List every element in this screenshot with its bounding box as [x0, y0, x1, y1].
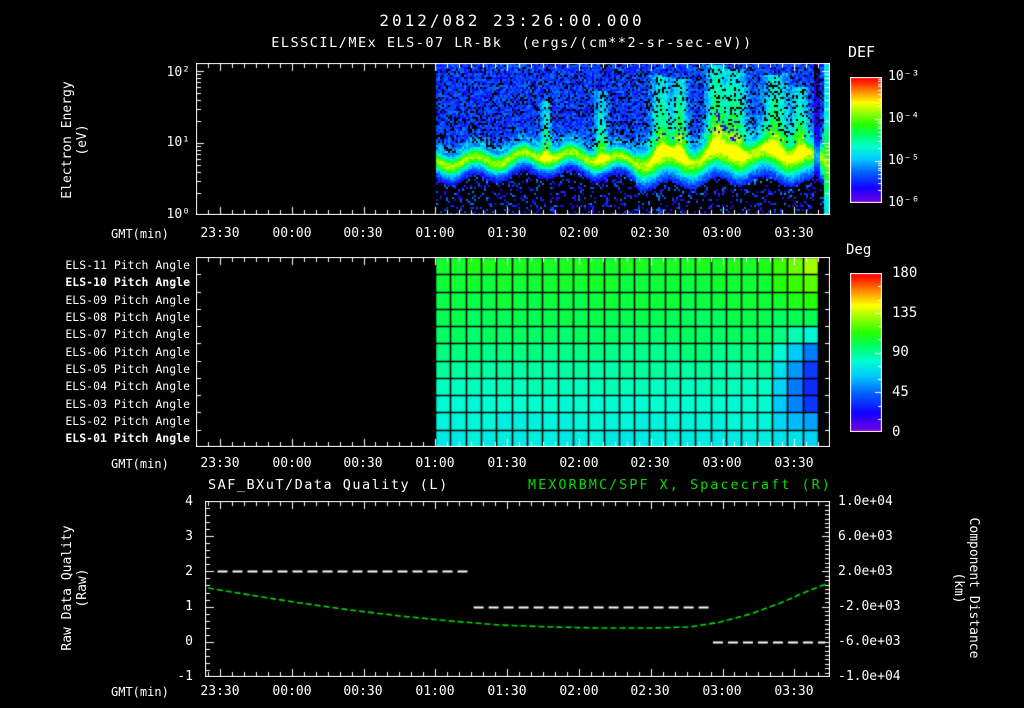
x-tick-label: 01:00 — [415, 684, 455, 699]
row-label-els-09: ELS-09 Pitch Angle — [65, 293, 190, 307]
bottom-right-y-axis-title: Component Distance (km) — [951, 488, 981, 688]
x-tick-label: 03:30 — [774, 684, 814, 699]
row-label-els-04: ELS-04 Pitch Angle — [65, 379, 190, 393]
row-label-els-08: ELS-08 Pitch Angle — [65, 310, 190, 324]
x-tick-label: 01:30 — [487, 456, 527, 471]
quality-tick-1: 1 — [185, 599, 193, 614]
x-tick-label: 00:30 — [343, 684, 383, 699]
x-tick-label: 00:30 — [343, 456, 383, 471]
distance-tick-m1e4: -1.0e+04 — [838, 669, 901, 684]
bottom-right-title: MEXORBMC/SPF X, Spacecraft (R) — [528, 477, 832, 493]
y-axis-title-line1: Component Distance — [966, 517, 981, 659]
plot-title: ELSSCIL/MEx ELS-07 LR-Bk (ergs/(cm**2-sr… — [271, 35, 753, 51]
def-tick-1e-3: 10⁻³ — [888, 69, 920, 84]
row-label-els-05: ELS-05 Pitch Angle — [65, 362, 190, 376]
y-axis-title-line1: Raw Data Quality — [60, 525, 75, 651]
x-tick-label: 00:30 — [343, 226, 383, 241]
x-tick-label: 00:00 — [272, 684, 312, 699]
deg-colorbar-canvas — [850, 273, 882, 432]
x-tick-label: 02:00 — [559, 226, 599, 241]
x-tick-label: 23:30 — [200, 456, 240, 471]
def-tick-1e-6: 10⁻⁶ — [888, 195, 920, 210]
energy-tick-100ev: 10² — [166, 65, 190, 80]
quality-tick-2: 2 — [185, 564, 193, 579]
quality-tick-3: 3 — [185, 529, 193, 544]
row-label-els-10: ELS-10 Pitch Angle — [65, 275, 190, 289]
distance-tick-1e4: 1.0e+04 — [838, 494, 893, 509]
deg-tick-180: 180 — [892, 265, 918, 281]
bottom-left-title: SAF_BXuT/Data Quality (L) — [208, 477, 449, 493]
x-tick-label: 03:00 — [702, 684, 742, 699]
x-tick-label: 03:00 — [702, 456, 742, 471]
bottom-left-y-axis-title: Raw Data Quality (Raw) — [60, 488, 90, 688]
def-colorbar-title: DEF — [848, 43, 876, 61]
energy-tick-10ev: 10¹ — [166, 135, 190, 150]
gmt-axis-label: GMT(min) — [111, 457, 169, 471]
deg-tick-135: 135 — [892, 305, 918, 321]
x-tick-label: 00:00 — [272, 226, 312, 241]
energy-tick-1ev: 10⁰ — [166, 207, 190, 222]
x-tick-label: 03:00 — [702, 226, 742, 241]
y-axis-title-line2: (Raw) — [75, 568, 90, 608]
distance-tick-6e3: 6.0e+03 — [838, 529, 893, 544]
x-tick-label: 02:00 — [559, 684, 599, 699]
y-axis-title-line2: (km) — [951, 572, 966, 604]
row-label-els-07: ELS-07 Pitch Angle — [65, 327, 190, 341]
distance-tick-m2e3: -2.0e+03 — [838, 599, 901, 614]
x-tick-label: 02:00 — [559, 456, 599, 471]
x-tick-label: 01:00 — [415, 226, 455, 241]
x-tick-label: 03:30 — [774, 456, 814, 471]
x-tick-label: 03:30 — [774, 226, 814, 241]
spectrogram-canvas — [196, 63, 830, 215]
deg-tick-0: 0 — [892, 424, 901, 440]
x-tick-label: 23:30 — [200, 684, 240, 699]
x-tick-label: 02:30 — [630, 226, 670, 241]
x-tick-label: 02:30 — [630, 456, 670, 471]
quality-tick-0: 0 — [185, 634, 193, 649]
quality-tick-4: 4 — [185, 494, 193, 509]
y-axis-title-line2: (eV) — [75, 124, 90, 156]
distance-tick-m6e3: -6.0e+03 — [838, 634, 901, 649]
timestamp-title: 2012/082 23:26:00.000 — [379, 11, 645, 30]
row-label-els-01: ELS-01 Pitch Angle — [65, 431, 190, 445]
def-colorbar-canvas — [850, 77, 882, 203]
x-tick-label: 01:30 — [487, 684, 527, 699]
pitch-angle-canvas — [196, 257, 830, 447]
x-tick-label: 01:00 — [415, 456, 455, 471]
deg-tick-45: 45 — [892, 384, 909, 400]
row-label-els-02: ELS-02 Pitch Angle — [65, 414, 190, 428]
distance-tick-2e3: 2.0e+03 — [838, 564, 893, 579]
row-label-els-03: ELS-03 Pitch Angle — [65, 397, 190, 411]
x-tick-label: 00:00 — [272, 456, 312, 471]
deg-colorbar-title: Deg — [846, 242, 872, 258]
y-axis-title-line1: Electron Energy — [60, 81, 75, 199]
spectrogram-y-axis-title: Electron Energy (eV) — [60, 30, 90, 250]
x-tick-label: 23:30 — [200, 226, 240, 241]
x-tick-label: 02:30 — [630, 684, 670, 699]
def-tick-1e-4: 10⁻⁴ — [888, 111, 920, 126]
quality-tick-m1: -1 — [177, 669, 193, 684]
x-tick-label: 01:30 — [487, 226, 527, 241]
gmt-axis-label: GMT(min) — [111, 227, 169, 241]
def-tick-1e-5: 10⁻⁵ — [888, 153, 920, 168]
row-label-els-06: ELS-06 Pitch Angle — [65, 345, 190, 359]
gmt-axis-label: GMT(min) — [111, 685, 169, 699]
line-plot-canvas — [205, 501, 830, 677]
deg-tick-90: 90 — [892, 344, 909, 360]
row-label-els-11: ELS-11 Pitch Angle — [65, 258, 190, 272]
